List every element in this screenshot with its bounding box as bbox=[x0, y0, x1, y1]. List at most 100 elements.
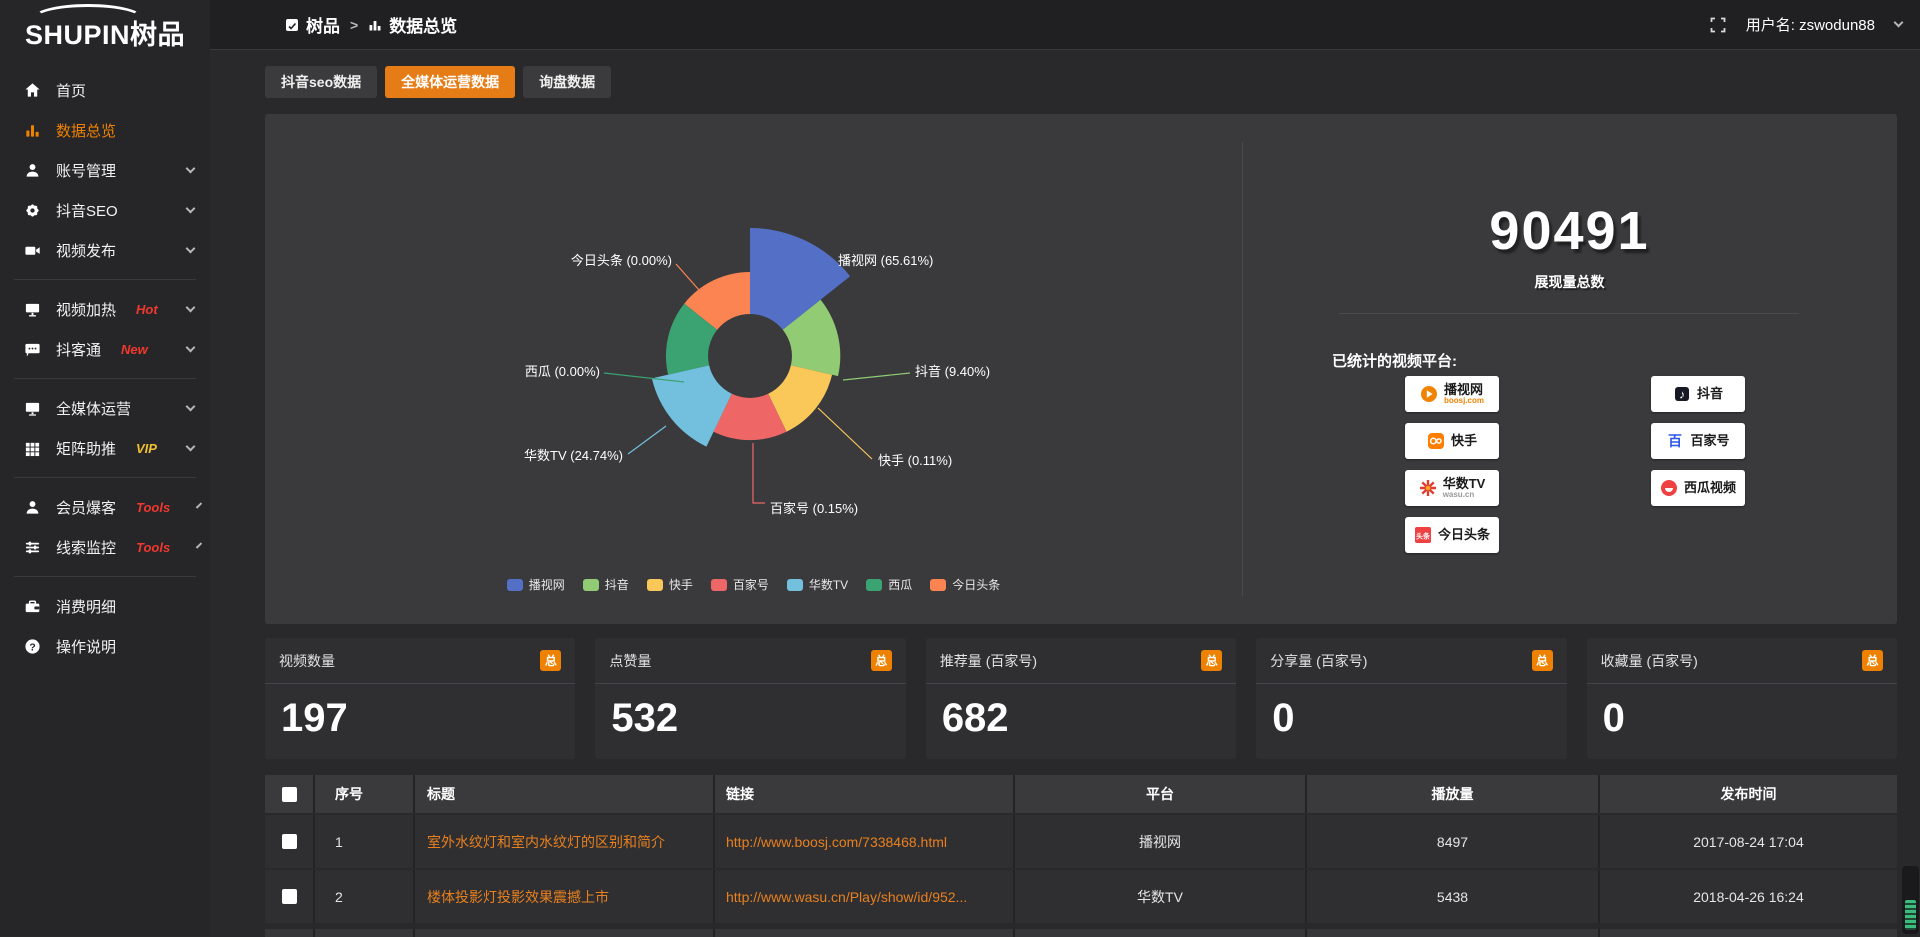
gear-icon bbox=[24, 201, 42, 219]
svg-text:头条: 头条 bbox=[1416, 531, 1431, 540]
sidebar-item-label: 抖音SEO bbox=[56, 200, 118, 221]
chevron-down-icon bbox=[186, 163, 196, 173]
pie-label-line bbox=[843, 373, 910, 380]
card-shares: 分享量 (百家号)总 0 bbox=[1256, 638, 1566, 759]
fullscreen-icon[interactable] bbox=[1710, 17, 1726, 33]
tab-inquiry-data[interactable]: 询盘数据 bbox=[523, 66, 611, 98]
col-header-link: 链接 bbox=[715, 775, 1015, 813]
col-header-time: 发布时间 bbox=[1600, 775, 1897, 813]
cell-title[interactable]: 楼体投影灯投影效果震撼上市 bbox=[415, 870, 715, 923]
scrollbar-thumb[interactable] bbox=[1905, 900, 1916, 930]
scrollbar[interactable] bbox=[1902, 866, 1919, 934]
card-favorites: 收藏量 (百家号)总 0 bbox=[1587, 638, 1897, 759]
total-badge[interactable]: 总 bbox=[1201, 650, 1222, 671]
breadcrumb-page[interactable]: 数据总览 bbox=[368, 12, 457, 37]
table-row: 2 楼体投影灯投影效果震撼上市 http://www.wasu.cn/Play/… bbox=[265, 870, 1897, 923]
cell-link[interactable]: http://www.wasu.cn/Play/show/id/952... bbox=[715, 870, 1015, 923]
legend-label: 华数TV bbox=[809, 576, 848, 593]
tab-omnimedia-data[interactable]: 全媒体运营数据 bbox=[385, 66, 515, 98]
legend-item-今日头条[interactable]: 今日头条 bbox=[930, 576, 1000, 593]
cell-plays: 5438 bbox=[1307, 870, 1600, 923]
main-content: 抖音seo数据 全媒体运营数据 询盘数据 播视网 (65.61%) 抖音 (9.4… bbox=[210, 50, 1920, 936]
chevron-down-icon bbox=[186, 203, 196, 213]
cell-platform: 播视网 bbox=[1015, 815, 1307, 868]
pie-label: 华数TV (24.74%) bbox=[524, 448, 623, 463]
username-display[interactable]: 用户名: zswodun88 bbox=[1746, 14, 1875, 35]
new-badge: New bbox=[121, 342, 148, 357]
data-tabs: 抖音seo数据 全媒体运营数据 询盘数据 bbox=[265, 66, 1897, 98]
monitor-icon bbox=[24, 300, 42, 318]
card-value: 682 bbox=[926, 684, 1236, 753]
total-badge[interactable]: 总 bbox=[871, 650, 892, 671]
platform-badge-toutiao: 头条 今日头条 bbox=[1405, 517, 1499, 553]
pie-label: 播视网 (65.61%) bbox=[838, 253, 933, 268]
sidebar-item-doketong[interactable]: 抖客通 New bbox=[0, 329, 210, 369]
videos-table: 序号 标题 链接 平台 播放量 发布时间 1 室外水纹灯和室内水纹灯的区别和简介… bbox=[265, 775, 1897, 937]
legend-item-快手[interactable]: 快手 bbox=[647, 576, 693, 593]
row-checkbox[interactable] bbox=[282, 889, 297, 904]
tools-badge: Tools bbox=[136, 500, 170, 515]
row-checkbox[interactable] bbox=[282, 834, 297, 849]
user-icon bbox=[24, 498, 42, 516]
monitor-icon bbox=[24, 399, 42, 417]
card-value: 0 bbox=[1256, 684, 1566, 753]
sidebar-item-data-overview[interactable]: 数据总览 bbox=[0, 110, 210, 150]
legend-item-西瓜[interactable]: 西瓜 bbox=[866, 576, 912, 593]
sidebar-item-label: 矩阵助推 bbox=[56, 438, 116, 459]
pie-label-line bbox=[753, 443, 765, 503]
legend-item-抖音[interactable]: 抖音 bbox=[583, 576, 629, 593]
total-badge[interactable]: 总 bbox=[540, 650, 561, 671]
sidebar-item-account[interactable]: 账号管理 bbox=[0, 150, 210, 190]
legend-item-百家号[interactable]: 百家号 bbox=[711, 576, 769, 593]
legend-label: 抖音 bbox=[605, 576, 629, 593]
chart-panel: 播视网 (65.61%)抖音 (9.40%)快手 (0.11%)百家号 (0.1… bbox=[265, 114, 1897, 624]
platforms-title: 已统计的视频平台: bbox=[1332, 350, 1457, 371]
chart-legend: 播视网 抖音 快手 百家号 华数TV 西瓜 今日头条 bbox=[265, 576, 1242, 593]
sidebar-item-lead-monitor[interactable]: 线索监控 Tools bbox=[0, 527, 210, 567]
total-impressions-value: 90491 bbox=[1242, 200, 1897, 262]
sidebar-item-label: 线索监控 bbox=[56, 537, 116, 558]
chevron-down-icon bbox=[186, 342, 196, 352]
select-all-checkbox[interactable] bbox=[282, 787, 297, 802]
legend-label: 今日头条 bbox=[952, 576, 1000, 593]
app-square-icon bbox=[285, 18, 299, 32]
cell-time: 2017-08-24 17:04 bbox=[1600, 815, 1897, 868]
legend-item-华数TV[interactable]: 华数TV bbox=[787, 576, 848, 593]
sidebar-item-home[interactable]: 首页 bbox=[0, 70, 210, 110]
pie-label: 抖音 (9.40%) bbox=[915, 364, 990, 379]
legend-label: 播视网 bbox=[529, 576, 565, 593]
sidebar-item-member-burst[interactable]: 会员爆客 Tools bbox=[0, 487, 210, 527]
total-badge[interactable]: 总 bbox=[1862, 650, 1883, 671]
wallet-icon bbox=[24, 597, 42, 615]
card-recommendations: 推荐量 (百家号)总 682 bbox=[926, 638, 1236, 759]
bar-chart-icon bbox=[368, 18, 382, 32]
chevron-down-icon[interactable] bbox=[1894, 18, 1904, 28]
legend-item-播视网[interactable]: 播视网 bbox=[507, 576, 565, 593]
breadcrumb-app[interactable]: 树品 bbox=[285, 12, 340, 37]
menu-divider bbox=[14, 378, 196, 379]
cell-link[interactable]: http://www.boosj.com/7338468.html bbox=[715, 815, 1015, 868]
chevron-down-icon bbox=[186, 243, 196, 253]
sidebar-item-omnimedia[interactable]: 全媒体运营 bbox=[0, 388, 210, 428]
sidebar-item-douyin-seo[interactable]: 抖音SEO bbox=[0, 190, 210, 230]
sidebar-item-instructions[interactable]: ? 操作说明 bbox=[0, 626, 210, 666]
sidebar-item-expense-detail[interactable]: 消费明细 bbox=[0, 586, 210, 626]
total-badge[interactable]: 总 bbox=[1532, 650, 1553, 671]
app-logo: SHUPIN树品 bbox=[0, 0, 210, 58]
pie-slice-播视网[interactable] bbox=[750, 228, 850, 330]
svg-text:♪: ♪ bbox=[1679, 388, 1685, 402]
cell-title[interactable]: 室外水纹灯和室内水纹灯的区别和简介 bbox=[415, 815, 715, 868]
breadcrumb-separator: > bbox=[350, 17, 358, 33]
sidebar-item-matrix-boost[interactable]: 矩阵助推 VIP bbox=[0, 428, 210, 468]
tab-douyin-seo-data[interactable]: 抖音seo数据 bbox=[265, 66, 377, 98]
col-header-title: 标题 bbox=[415, 775, 715, 813]
video-camera-icon bbox=[24, 241, 42, 259]
sidebar-item-video-publish[interactable]: 视频发布 bbox=[0, 230, 210, 270]
platform-badge-xigua: 西瓜视频 bbox=[1651, 470, 1745, 506]
kuaishou-logo-icon bbox=[1427, 432, 1445, 450]
sidebar-item-video-heat[interactable]: 视频加热 Hot bbox=[0, 289, 210, 329]
hot-badge: Hot bbox=[136, 302, 158, 317]
rose-pie-chart[interactable]: 播视网 (65.61%)抖音 (9.40%)快手 (0.11%)百家号 (0.1… bbox=[265, 114, 1242, 624]
